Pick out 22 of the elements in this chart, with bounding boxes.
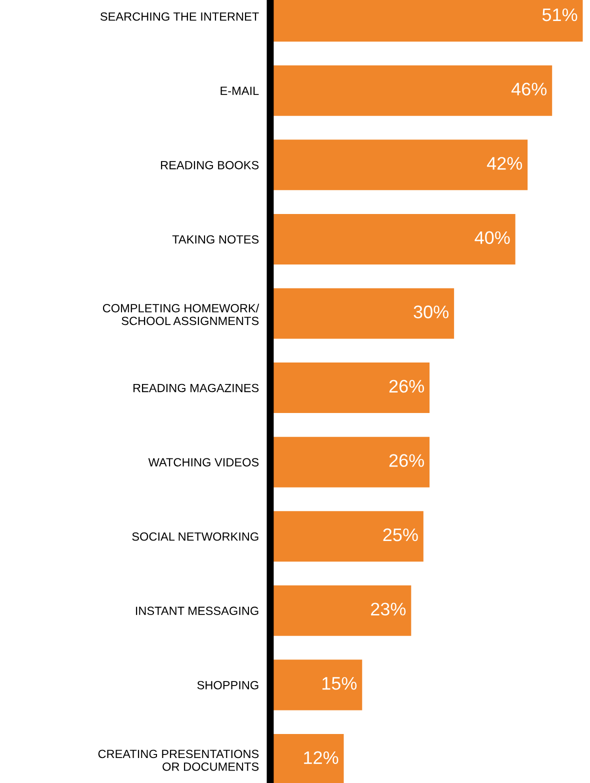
y-tick-label: CREATING PRESENTATIONS OR DOCUMENTS [98,750,259,771]
data-label: 42% [486,156,522,170]
data-label: 46% [511,82,547,96]
data-label: 30% [414,306,449,318]
y-tick-label: SHOPPING [197,680,258,690]
data-label: 51% [542,8,578,22]
data-label: 12% [304,751,338,764]
y-tick-label: READING MAGAZINES [133,384,259,392]
data-label: 40% [474,231,510,244]
data-label: 26% [389,380,424,393]
y-tick-label: WATCHING VIDEOS [148,458,259,466]
y-tick-label: TAKING NOTES [172,235,259,244]
data-label: 25% [383,528,418,542]
y-tick-label: INSTANT MESSAGING [136,606,258,616]
y-tick-label: COMPLETING HOMEWORK/ SCHOOL ASSIGNMENTS [102,304,260,326]
data-label: 15% [322,677,357,690]
y-tick-label: READING BOOKS [161,160,259,170]
y-tick-label: E-MAIL [220,86,259,95]
y-tick-label: SOCIAL NETWORKING [132,532,258,541]
data-label: 26% [389,454,424,467]
data-label: 23% [371,602,406,616]
y-tick-label: SEARCHING THE INTERNET [100,12,259,21]
